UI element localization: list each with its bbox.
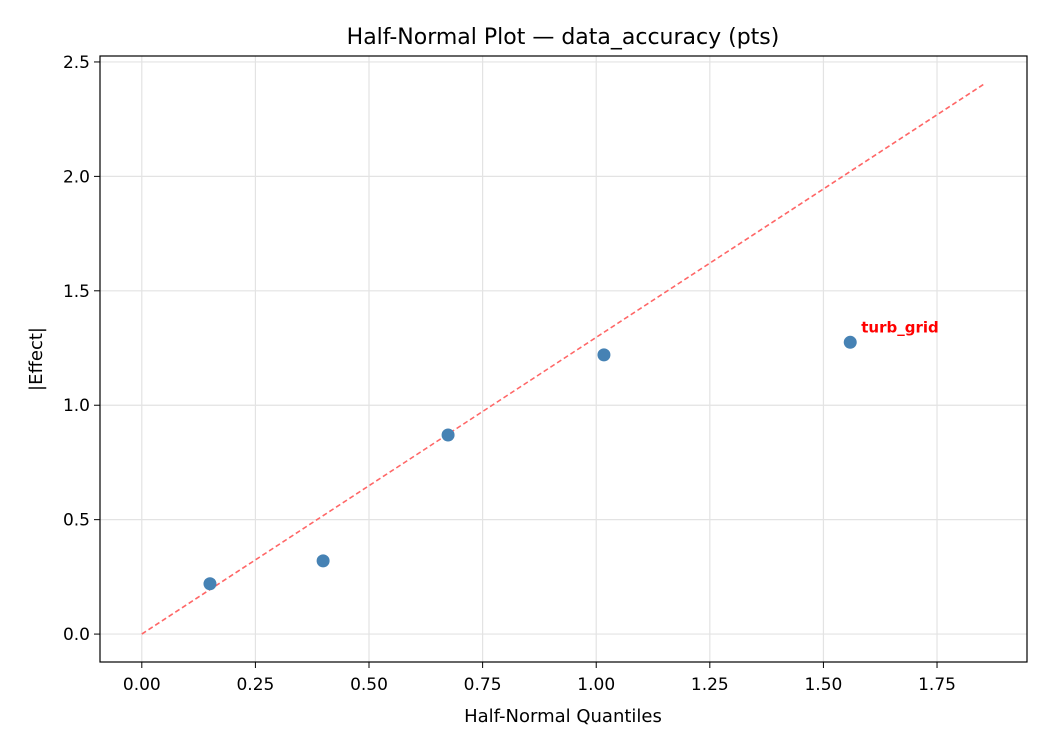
y-tick-label: 2.5 — [63, 53, 90, 73]
x-tick-label: 1.75 — [918, 675, 956, 695]
data-point — [316, 554, 330, 568]
y-axis-label: |Effect| — [26, 327, 47, 391]
y-tick-label: 0.5 — [63, 511, 90, 531]
data-point — [203, 577, 217, 591]
x-tick-label: 0.75 — [464, 675, 502, 695]
x-tick-label: 0.25 — [236, 675, 274, 695]
x-tick-label: 1.25 — [691, 675, 729, 695]
point-label: turb_grid — [861, 318, 939, 336]
x-tick-label: 1.50 — [804, 675, 842, 695]
x-axis: 0.00 0.25 0.50 0.75 1.00 1.25 1.50 1.75 — [123, 662, 956, 695]
y-axis: 0.0 0.5 1.0 1.5 2.0 2.5 — [63, 53, 100, 645]
x-axis-label: Half-Normal Quantiles — [464, 706, 662, 727]
y-tick-label: 1.5 — [63, 282, 90, 302]
x-tick-label: 0.50 — [350, 675, 388, 695]
grid — [100, 56, 1027, 662]
data-point — [843, 335, 857, 349]
x-tick-label: 0.00 — [123, 675, 161, 695]
reference-line — [141, 82, 987, 635]
chart-title: Half-Normal Plot — data_accuracy (pts) — [347, 25, 780, 50]
data-point — [597, 348, 611, 362]
plot-area: turb_grid — [141, 82, 987, 635]
x-tick-label: 1.00 — [577, 675, 615, 695]
y-tick-label: 2.0 — [63, 167, 90, 187]
data-point — [441, 428, 455, 442]
y-tick-label: 1.0 — [63, 396, 90, 416]
y-tick-label: 0.0 — [63, 625, 90, 645]
axes-frame — [99, 55, 1028, 663]
